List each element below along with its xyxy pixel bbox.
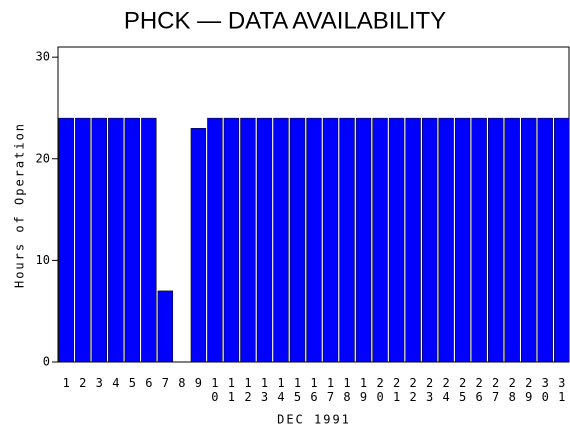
y-tick-label: 0 — [43, 355, 50, 369]
bar — [190, 128, 207, 363]
chart-title: PHCK — DATA AVAILABILITY — [124, 7, 446, 34]
bar — [124, 117, 141, 363]
bar — [256, 117, 273, 363]
x-tick-label: 7 — [162, 376, 169, 390]
bar — [438, 117, 454, 363]
bar — [273, 117, 289, 363]
y-tick-label: 10 — [36, 253, 50, 267]
bar — [240, 117, 256, 363]
bar — [108, 117, 124, 363]
x-tick-label: 3 — [96, 376, 103, 390]
bar — [405, 117, 421, 363]
bar — [388, 117, 405, 363]
bar — [91, 117, 107, 363]
bar — [487, 117, 504, 363]
x-tick-label: 9 — [195, 376, 202, 390]
x-tick-label: 2 — [79, 376, 86, 390]
x-tick-label: 6 — [145, 376, 152, 390]
bar — [157, 290, 174, 363]
bar — [471, 117, 487, 363]
bar — [223, 117, 240, 363]
bar — [521, 117, 537, 363]
x-tick-label: 8 — [178, 376, 185, 390]
bar — [306, 117, 322, 363]
y-tick-label: 30 — [36, 50, 50, 64]
bar — [207, 117, 223, 363]
bar — [58, 117, 74, 363]
bar — [504, 117, 520, 363]
x-tick-label: 5 — [129, 376, 136, 390]
bar — [421, 117, 438, 363]
bar — [141, 117, 157, 363]
x-axis-label: DEC 1991 — [277, 413, 351, 427]
bar — [75, 117, 91, 363]
bar — [372, 117, 388, 363]
bar — [322, 117, 339, 363]
bar — [355, 117, 372, 363]
bar — [554, 117, 570, 363]
bar — [454, 117, 471, 363]
bar — [537, 117, 553, 363]
bar — [289, 117, 306, 363]
y-tick-label: 20 — [36, 151, 50, 165]
y-axis-label: Hours of Operation — [13, 122, 27, 288]
bar — [339, 117, 355, 363]
x-tick-label: 1 — [63, 376, 70, 390]
x-tick-label: 4 — [112, 376, 119, 390]
